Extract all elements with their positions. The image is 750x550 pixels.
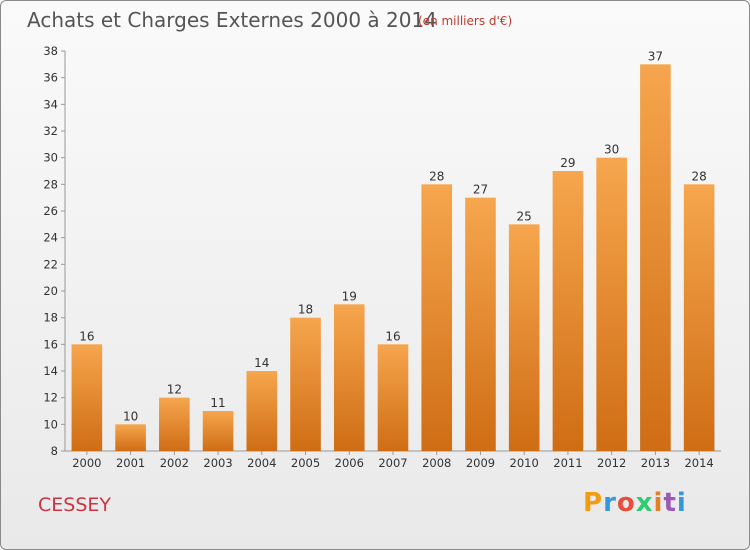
- x-tick-label-2001: 2001: [116, 456, 145, 470]
- y-tick-label: 8: [51, 444, 58, 458]
- bar-2002: [159, 397, 190, 451]
- y-tick-label: 24: [43, 231, 58, 245]
- logo-letter: P: [583, 488, 604, 518]
- y-tick-label: 12: [43, 391, 58, 405]
- bar-2006: [333, 304, 365, 451]
- data-label-2007: 16: [385, 329, 400, 343]
- x-tick-label-2004: 2004: [247, 456, 276, 470]
- bar-2000: [71, 344, 103, 451]
- bar-2013: [640, 64, 671, 451]
- commune-name: CESSEY: [38, 494, 112, 516]
- data-label-2000: 16: [79, 329, 94, 343]
- data-label-2002: 12: [167, 383, 182, 397]
- x-tick-label-2011: 2011: [553, 456, 582, 470]
- data-label-2013: 37: [648, 49, 663, 63]
- logo-letter: i: [653, 488, 664, 518]
- y-tick-label: 16: [43, 337, 58, 351]
- bar-2014: [683, 184, 715, 451]
- logo-letter: o: [616, 488, 636, 518]
- x-tick-label-2003: 2003: [203, 456, 232, 470]
- x-tick-label-2005: 2005: [291, 456, 320, 470]
- x-tick-label-2002: 2002: [160, 456, 189, 470]
- x-tick-label-2010: 2010: [510, 456, 539, 470]
- y-tick-label: 18: [43, 311, 58, 325]
- chart-title: Achats et Charges Externes 2000 à 2014: [27, 8, 437, 32]
- bar-2001: [115, 424, 146, 451]
- bar-2008: [421, 184, 453, 451]
- y-tick-label: 34: [43, 97, 58, 111]
- data-label-2009: 27: [473, 183, 488, 197]
- bar-2009: [465, 197, 496, 451]
- bars: 16 10 12 11 14 18 19 16 28 27 25 29 30 37 28: [71, 49, 715, 452]
- x-tick-label-2008: 2008: [422, 456, 451, 470]
- data-label-2010: 25: [517, 209, 532, 223]
- bar-2003: [202, 411, 234, 451]
- data-label-2011: 29: [560, 156, 575, 170]
- x-tick-label-2009: 2009: [466, 456, 495, 470]
- data-label-2006: 19: [342, 289, 357, 303]
- y-tick-label: 14: [43, 364, 58, 378]
- bar-2005: [290, 317, 321, 451]
- data-label-2012: 30: [604, 143, 619, 157]
- bar-2011: [552, 171, 584, 451]
- data-label-2008: 28: [429, 169, 444, 183]
- bar-2010: [508, 224, 540, 451]
- data-label-2005: 18: [298, 303, 313, 317]
- x-tick-label-2012: 2012: [597, 456, 626, 470]
- x-axis: 2000 2001 2002 2003 2004 2005 2006 2007 2008 2009…: [65, 450, 721, 470]
- data-label-2004: 14: [254, 356, 269, 370]
- y-tick-label: 36: [43, 71, 58, 85]
- x-tick-label-2000: 2000: [72, 456, 101, 470]
- y-tick-label: 26: [43, 204, 58, 218]
- data-label-2003: 11: [210, 396, 225, 410]
- y-tick-label: 38: [43, 44, 58, 58]
- y-tick-label: 32: [43, 124, 58, 138]
- logo-letter: x: [635, 488, 654, 518]
- y-tick-label: 10: [43, 417, 58, 431]
- x-tick-label-2006: 2006: [335, 456, 364, 470]
- data-label-2014: 28: [691, 169, 706, 183]
- bar-2012: [596, 157, 627, 452]
- y-tick-label: 20: [43, 284, 58, 298]
- logo-letter: t: [663, 488, 677, 518]
- logo-letter: i: [676, 488, 687, 518]
- bar-2004: [246, 371, 278, 451]
- y-tick-label: 30: [43, 151, 58, 165]
- logo-letter: r: [603, 488, 617, 518]
- y-tick-label: 22: [43, 257, 58, 271]
- proxiti-logo: Proxiti: [583, 488, 687, 518]
- y-axis: 8 10 12 14 16 18 20 22 24 26 28 30 32 34 36 38: [43, 44, 66, 458]
- x-tick-label-2007: 2007: [378, 456, 407, 470]
- bar-2007: [377, 344, 409, 451]
- y-tick-label: 28: [43, 177, 58, 191]
- x-tick-label-2014: 2014: [684, 456, 713, 470]
- chart-subtitle: (en milliers d'€): [418, 14, 513, 28]
- x-tick-label-2013: 2013: [641, 456, 670, 470]
- data-label-2001: 10: [123, 409, 138, 423]
